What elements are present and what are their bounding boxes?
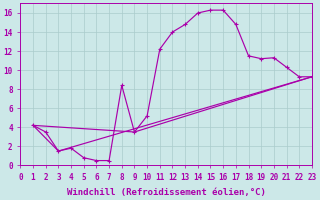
X-axis label: Windchill (Refroidissement éolien,°C): Windchill (Refroidissement éolien,°C) xyxy=(67,188,266,197)
